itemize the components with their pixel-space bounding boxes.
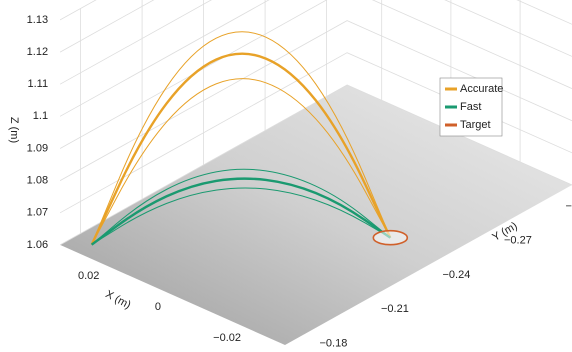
grid-line [59, 0, 97, 21]
grid-line [59, 0, 155, 53]
z-tick-label: 1.11 [28, 78, 49, 90]
y-tick-label: −0.21 [381, 303, 409, 315]
target [372, 229, 409, 246]
legend: Accurate Fast Target [439, 77, 503, 137]
trajectory [91, 78, 391, 245]
grid-line [59, 0, 572, 117]
floor [60, 84, 572, 346]
z-tick-label: 1.08 [27, 175, 48, 187]
x-axis-title: X (m) [103, 288, 132, 311]
trajectory [91, 187, 391, 246]
z-axis-title: Z (m) [8, 117, 20, 143]
trajectory [91, 31, 391, 245]
y-tick-label: −0.27 [504, 235, 532, 247]
trajectory [91, 168, 391, 245]
z-tick-label: 1.13 [27, 14, 48, 26]
z-tick-label: 1.06 [27, 239, 48, 251]
z-tick-label: 1.1 [33, 110, 48, 122]
y-tick-label: −0.24 [443, 269, 471, 281]
grid-line [59, 84, 572, 246]
x-tick-label: 0 [155, 301, 161, 313]
legend-label: Fast [460, 101, 481, 113]
y-tick-label: −0.18 [320, 337, 348, 349]
z-tick-label: 1.12 [27, 46, 48, 58]
trajectory [90, 177, 391, 246]
z-tick-label: 1.09 [27, 142, 48, 154]
x-tick-label: −0.02 [213, 332, 241, 344]
grid-line [59, 0, 572, 149]
grid-line [59, 0, 572, 85]
x-tick-label: 0.02 [78, 270, 99, 282]
z-tick-label: 1.07 [27, 207, 48, 219]
legend-label: Accurate [460, 83, 503, 95]
legend-label: Target [460, 119, 491, 131]
y-tick-label: −0.3 [566, 200, 572, 212]
trajectory [90, 52, 392, 246]
